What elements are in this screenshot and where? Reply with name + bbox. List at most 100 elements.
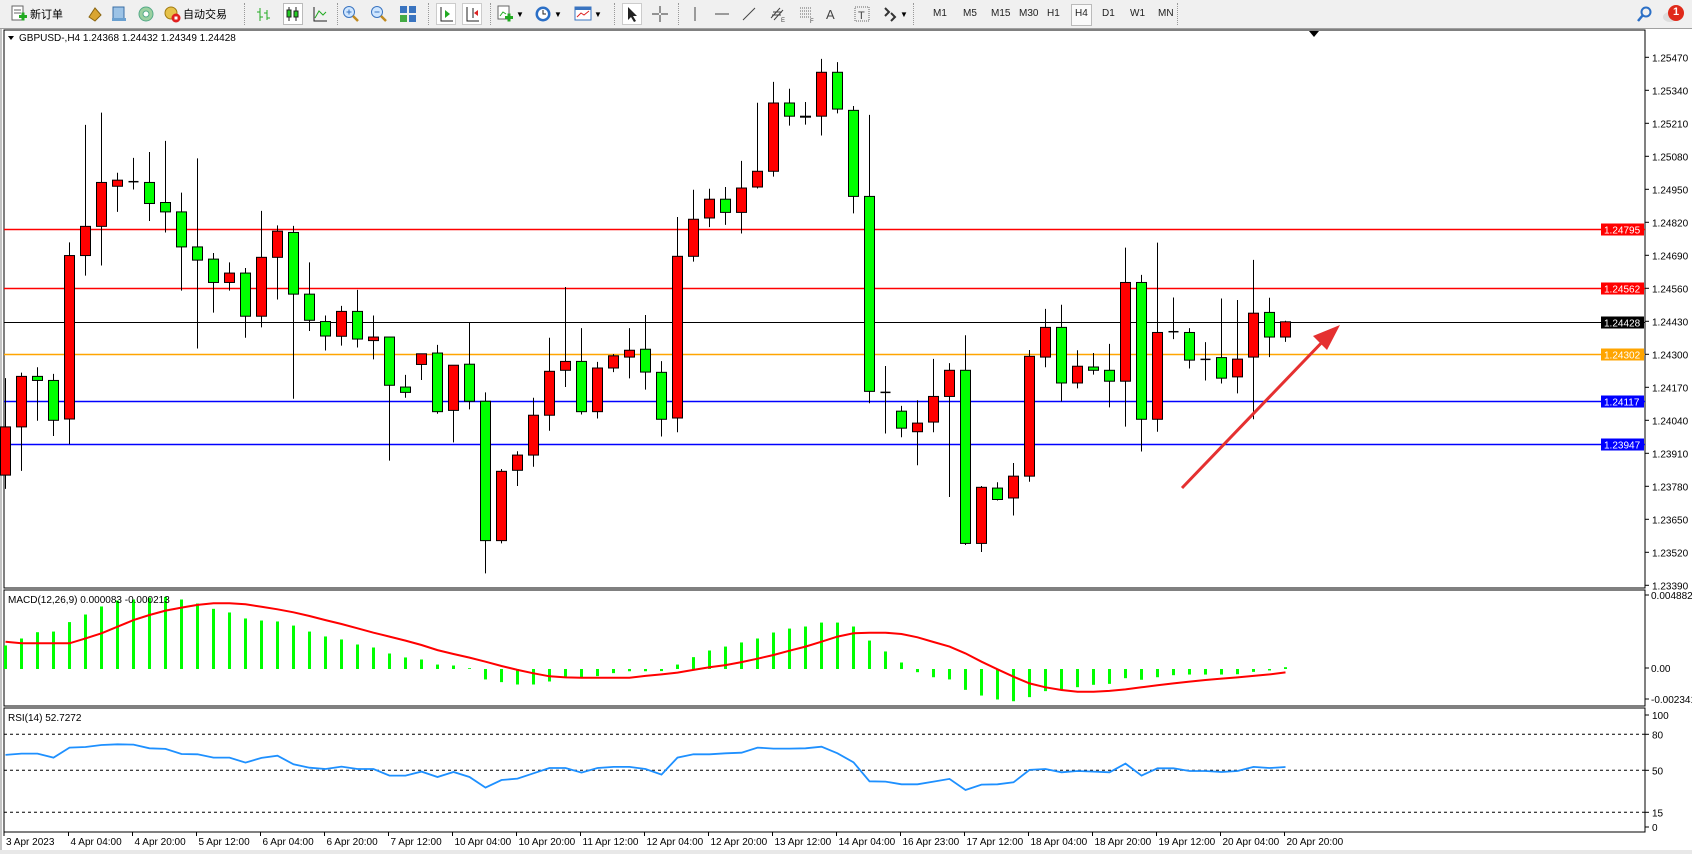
candle[interactable]: [1232, 299, 1243, 394]
candle[interactable]: [464, 322, 475, 410]
candle[interactable]: [864, 114, 875, 404]
annotation-arrow[interactable]: [1180, 325, 1340, 490]
rsi-panel[interactable]: [3, 707, 1646, 833]
vertical-line-tool[interactable]: [686, 4, 704, 24]
candle[interactable]: [16, 372, 27, 471]
candle[interactable]: [960, 335, 971, 545]
candle[interactable]: [1248, 259, 1259, 420]
timeframe-h4[interactable]: H4: [1071, 4, 1092, 26]
candle[interactable]: [848, 106, 859, 214]
timeframe-m5[interactable]: M5: [963, 8, 977, 19]
auto-trading-button[interactable]: 自动交易: [163, 4, 227, 24]
candle[interactable]: [736, 160, 747, 234]
candle[interactable]: [1040, 308, 1051, 368]
candle[interactable]: [560, 287, 571, 388]
notifications-button[interactable]: 1: [1662, 4, 1686, 24]
candlestick-chart-button[interactable]: [283, 3, 303, 25]
trendline-tool[interactable]: [740, 4, 758, 24]
tile-windows-button[interactable]: [399, 4, 417, 24]
candle[interactable]: [0, 378, 11, 489]
candle[interactable]: [576, 328, 587, 415]
candle[interactable]: [496, 469, 507, 544]
search-button[interactable]: [1636, 4, 1654, 24]
candle[interactable]: [160, 140, 171, 233]
candle[interactable]: [544, 337, 555, 431]
main-price-panel[interactable]: [3, 29, 1646, 589]
candle[interactable]: [112, 172, 123, 212]
candle[interactable]: [432, 344, 443, 414]
candle[interactable]: [1264, 297, 1275, 358]
candle[interactable]: [976, 486, 987, 553]
timeframe-mn[interactable]: MN: [1158, 8, 1174, 19]
candle[interactable]: [768, 81, 779, 177]
fibonacci-tool[interactable]: F: [798, 4, 816, 24]
candle[interactable]: [656, 361, 667, 437]
candle[interactable]: [368, 315, 379, 360]
chart-shift-marker-icon[interactable]: [1309, 31, 1319, 37]
text-tool[interactable]: A: [826, 6, 835, 22]
candle[interactable]: [1200, 342, 1211, 381]
cursor-tool-button[interactable]: [622, 3, 642, 25]
zoom-out-button[interactable]: [370, 4, 388, 24]
candle[interactable]: [1216, 298, 1227, 384]
data-window-button[interactable]: [110, 4, 128, 24]
candle[interactable]: [944, 363, 955, 497]
candle[interactable]: [304, 262, 315, 331]
candle[interactable]: [688, 189, 699, 262]
autoscroll-button[interactable]: [436, 3, 456, 25]
candle[interactable]: [240, 267, 251, 338]
candle[interactable]: [480, 392, 491, 574]
timeframe-h1[interactable]: H1: [1047, 8, 1060, 19]
candle[interactable]: [1072, 350, 1083, 389]
macd-panel[interactable]: [3, 589, 1646, 707]
candle[interactable]: [352, 289, 363, 348]
candle[interactable]: [400, 374, 411, 398]
templates-button[interactable]: ▼: [574, 4, 602, 24]
timeframe-m1[interactable]: M1: [933, 8, 947, 19]
candle[interactable]: [1136, 274, 1147, 452]
candle[interactable]: [816, 58, 827, 136]
candle[interactable]: [384, 336, 395, 461]
candle[interactable]: [784, 88, 795, 126]
candle[interactable]: [1088, 353, 1099, 375]
candle[interactable]: [208, 253, 219, 313]
candle[interactable]: [800, 101, 811, 125]
candle[interactable]: [608, 354, 619, 373]
timeframe-m30[interactable]: M30: [1019, 8, 1039, 19]
horizontal-line-tool[interactable]: [713, 4, 731, 24]
candle[interactable]: [528, 397, 539, 467]
candle[interactable]: [80, 124, 91, 276]
candle[interactable]: [912, 400, 923, 466]
collapse-triangle-icon[interactable]: [8, 36, 14, 40]
candle[interactable]: [1120, 247, 1131, 427]
candle[interactable]: [48, 373, 59, 437]
candle[interactable]: [624, 328, 635, 379]
candle[interactable]: [288, 225, 299, 399]
indicators-button[interactable]: ▼: [496, 4, 524, 24]
candle[interactable]: [512, 451, 523, 487]
candle[interactable]: [720, 187, 731, 225]
timeframe-d1[interactable]: D1: [1102, 8, 1115, 19]
timeframe-m15[interactable]: M15: [991, 8, 1011, 19]
candle[interactable]: [832, 62, 843, 114]
candle[interactable]: [192, 158, 203, 349]
candle[interactable]: [176, 192, 187, 291]
candle[interactable]: [1024, 349, 1035, 482]
candle[interactable]: [224, 262, 235, 291]
candle[interactable]: [704, 188, 715, 228]
candle[interactable]: [320, 315, 331, 351]
candle[interactable]: [144, 151, 155, 222]
candle[interactable]: [96, 112, 107, 266]
candle[interactable]: [256, 210, 267, 328]
candle[interactable]: [896, 405, 907, 438]
candle[interactable]: [64, 242, 75, 445]
candle[interactable]: [928, 358, 939, 433]
candle[interactable]: [1056, 304, 1067, 402]
text-label-tool[interactable]: T: [853, 4, 871, 24]
candle[interactable]: [1104, 343, 1115, 408]
candle[interactable]: [416, 353, 427, 380]
candle[interactable]: [672, 216, 683, 433]
candle[interactable]: [448, 364, 459, 443]
chart-shift-button[interactable]: [462, 3, 482, 25]
bar-chart-button[interactable]: [256, 4, 272, 24]
